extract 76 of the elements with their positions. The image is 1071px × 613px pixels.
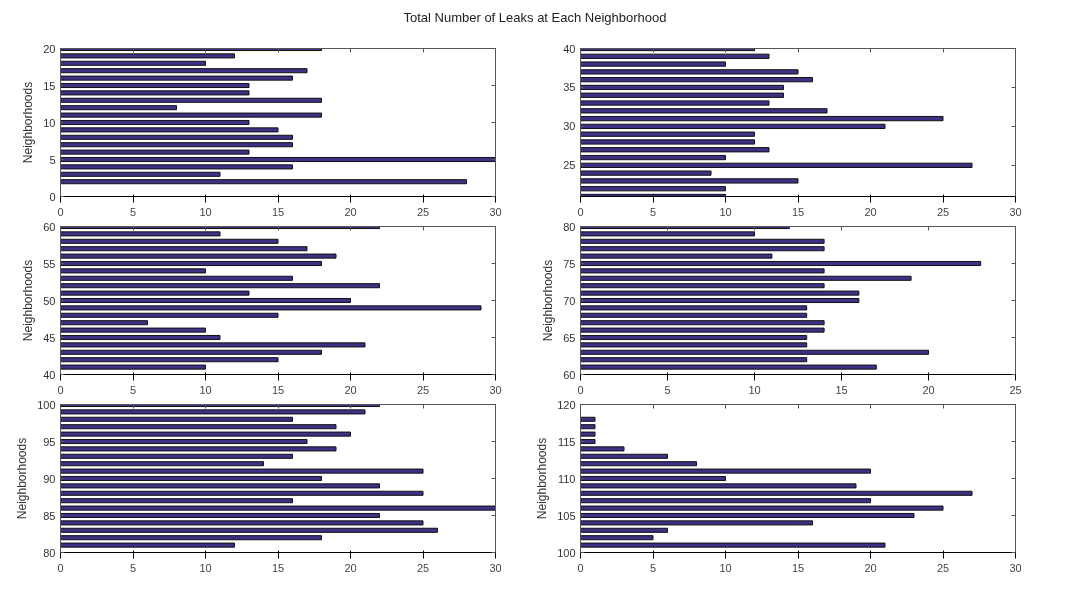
y-tick-label: 115 [557, 435, 576, 448]
y-tick-label: 40 [43, 368, 56, 381]
x-tick-label: 5 [129, 561, 137, 574]
x-tick-label: 5 [664, 383, 671, 396]
y-tick-label: 85 [43, 509, 56, 522]
y-tick-label: 25 [563, 159, 576, 172]
x-tick-label: 25 [416, 561, 430, 574]
x-tick-label: 15 [835, 383, 848, 396]
y-axis-title: Neighborhoods [541, 259, 556, 342]
x-tick-label: 5 [129, 383, 137, 396]
x-tick-label: 25 [936, 561, 950, 574]
x-tick-label: 20 [344, 561, 357, 574]
x-tick-label: 20 [922, 383, 935, 396]
x-tick-label: 0 [577, 561, 584, 574]
x-tick-label: 5 [649, 561, 657, 574]
y-tick-label: 90 [43, 472, 56, 485]
x-tick-label: 0 [577, 383, 584, 396]
x-tick-label: 25 [1009, 383, 1022, 396]
y-tick-label: 40 [563, 42, 576, 55]
x-tick-label: 20 [344, 205, 357, 218]
x-tick-label: 30 [489, 205, 502, 218]
y-tick-label: 20 [43, 42, 56, 55]
y-tick-label: 55 [43, 257, 56, 270]
y-tick-label: 45 [43, 331, 56, 344]
x-tick-label: 30 [489, 561, 502, 574]
x-tick-label: 25 [416, 383, 430, 396]
x-tick-label: 30 [1009, 205, 1022, 218]
y-axis-title: Neighborhoods [21, 259, 36, 342]
x-tick-label: 10 [199, 205, 212, 218]
text: Total Number of Leaks at Each Neighborhood [403, 9, 667, 27]
x-tick-label: 10 [748, 383, 761, 396]
y-tick-label: 120 [557, 398, 576, 411]
y-tick-label: 100 [37, 398, 56, 411]
x-tick-label: 5 [129, 205, 137, 218]
y-axis-title: Neighborhoods [21, 81, 36, 164]
y-tick-label: 50 [43, 294, 56, 307]
y-tick-label: 95 [43, 435, 56, 448]
y-tick-label: 5 [49, 153, 56, 166]
x-tick-label: 15 [791, 205, 805, 218]
x-tick-label: 20 [864, 561, 877, 574]
y-tick-label: 65 [563, 331, 576, 344]
y-tick-label: 80 [43, 546, 56, 559]
y-tick-label: 100 [557, 546, 576, 559]
y-tick-label: 30 [563, 120, 576, 133]
x-tick-label: 10 [719, 561, 732, 574]
x-tick-label: 10 [719, 205, 732, 218]
y-tick-label: 60 [563, 368, 576, 381]
x-tick-label: 0 [57, 205, 64, 218]
y-tick-label: 10 [43, 116, 56, 129]
y-axis-title: Neighborhoods [15, 437, 30, 520]
y-tick-label: 60 [43, 220, 56, 233]
y-tick-label: 15 [43, 79, 56, 92]
x-tick-label: 20 [344, 383, 357, 396]
x-tick-label: 15 [271, 561, 285, 574]
y-tick-label: 105 [557, 509, 576, 522]
x-tick-label: 25 [936, 205, 950, 218]
y-tick-label: 80 [563, 220, 576, 233]
y-tick-label: 35 [563, 81, 576, 94]
x-tick-label: 0 [57, 383, 64, 396]
x-tick-label: 15 [271, 383, 285, 396]
y-tick-label: 0 [49, 190, 56, 203]
y-tick-label: 75 [563, 257, 576, 270]
x-tick-label: 15 [271, 205, 285, 218]
x-tick-label: 0 [57, 561, 64, 574]
y-tick-label: 110 [557, 472, 576, 485]
x-tick-label: 25 [416, 205, 430, 218]
x-tick-label: 10 [199, 383, 212, 396]
x-tick-label: 20 [864, 205, 877, 218]
x-tick-label: 30 [1009, 561, 1022, 574]
x-tick-label: 5 [649, 205, 657, 218]
y-tick-label: 70 [563, 294, 576, 307]
x-tick-label: 30 [489, 383, 502, 396]
x-tick-label: 15 [791, 561, 805, 574]
y-axis-title: Neighborhoods [535, 437, 550, 520]
x-tick-label: 0 [577, 205, 584, 218]
x-tick-label: 10 [199, 561, 212, 574]
